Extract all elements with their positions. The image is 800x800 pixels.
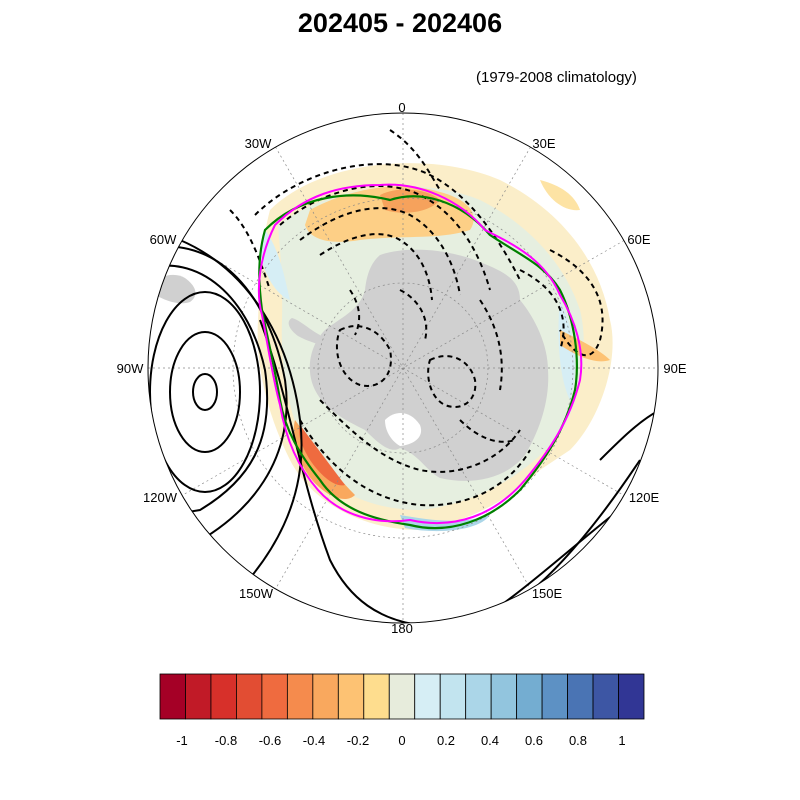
colorbar-box xyxy=(286,673,314,720)
lon-label-30w: 30W xyxy=(245,136,272,151)
colorbar-label: -0.4 xyxy=(303,733,325,748)
colorbar-box xyxy=(541,673,568,720)
lon-label-60e: 60E xyxy=(627,232,650,247)
colorbar-box xyxy=(236,673,263,720)
colorbar-box xyxy=(185,673,212,720)
lon-label-120e: 120E xyxy=(629,490,660,505)
colorbar-box xyxy=(618,673,645,720)
antarctica-landmass xyxy=(309,249,549,481)
colorbar-label: 0.6 xyxy=(525,733,543,748)
lon-label-150w: 150W xyxy=(239,586,274,601)
colorbar-label: 0.8 xyxy=(569,733,587,748)
colorbar-box xyxy=(490,673,518,720)
sea-ice-edge-climatology xyxy=(258,194,578,530)
colorbar-labels: -1 -0.8 -0.6 -0.4 -0.2 0 0.2 0.4 0.6 0.8… xyxy=(176,733,625,748)
lon-label-150e: 150E xyxy=(532,586,563,601)
colorbar-label: 0.2 xyxy=(437,733,455,748)
colorbar-box xyxy=(159,673,186,720)
colorbar-box xyxy=(363,673,390,720)
lon-label-90w: 90W xyxy=(117,361,144,376)
colorbar-label: 1 xyxy=(618,733,625,748)
map-border xyxy=(147,112,659,624)
lon-label-0: 0 xyxy=(398,100,405,115)
colorbar-label: -0.2 xyxy=(347,733,369,748)
colorbar-label: 0 xyxy=(398,733,405,748)
colorbar-box xyxy=(388,673,416,720)
colorbar-box xyxy=(516,673,543,720)
lon-label-60w: 60W xyxy=(150,232,177,247)
lon-label-90e: 90E xyxy=(663,361,686,376)
colorbar-box xyxy=(312,673,339,720)
page-title: 202405 - 202406 xyxy=(297,8,503,38)
colorbar-label: -0.6 xyxy=(259,733,281,748)
lon-label-120w: 120W xyxy=(143,490,178,505)
colorbar-label: -0.8 xyxy=(215,733,237,748)
sea-ice-edge-current xyxy=(257,183,583,524)
colorbar-boxes xyxy=(159,673,645,720)
colorbar-label: 0.4 xyxy=(481,733,499,748)
colorbar-box xyxy=(567,673,594,720)
colorbar-label: -1 xyxy=(176,733,188,748)
colorbar-box xyxy=(210,673,237,720)
lon-label-180: 180 xyxy=(391,621,413,636)
polar-map: 0 30E 60E 90E 120E 150E 180 150W 120W 90… xyxy=(117,100,687,636)
lon-label-30e: 30E xyxy=(532,136,555,151)
colorbar-box xyxy=(592,673,619,720)
antarctic-peninsula xyxy=(288,318,320,345)
climatology-subtitle: (1979-2008 climatology) xyxy=(476,69,637,86)
colorbar-box xyxy=(439,673,467,720)
colorbar-box xyxy=(337,673,365,720)
colorbar-box xyxy=(465,673,492,720)
colorbar-box xyxy=(261,673,288,720)
colorbar-box xyxy=(414,673,441,720)
